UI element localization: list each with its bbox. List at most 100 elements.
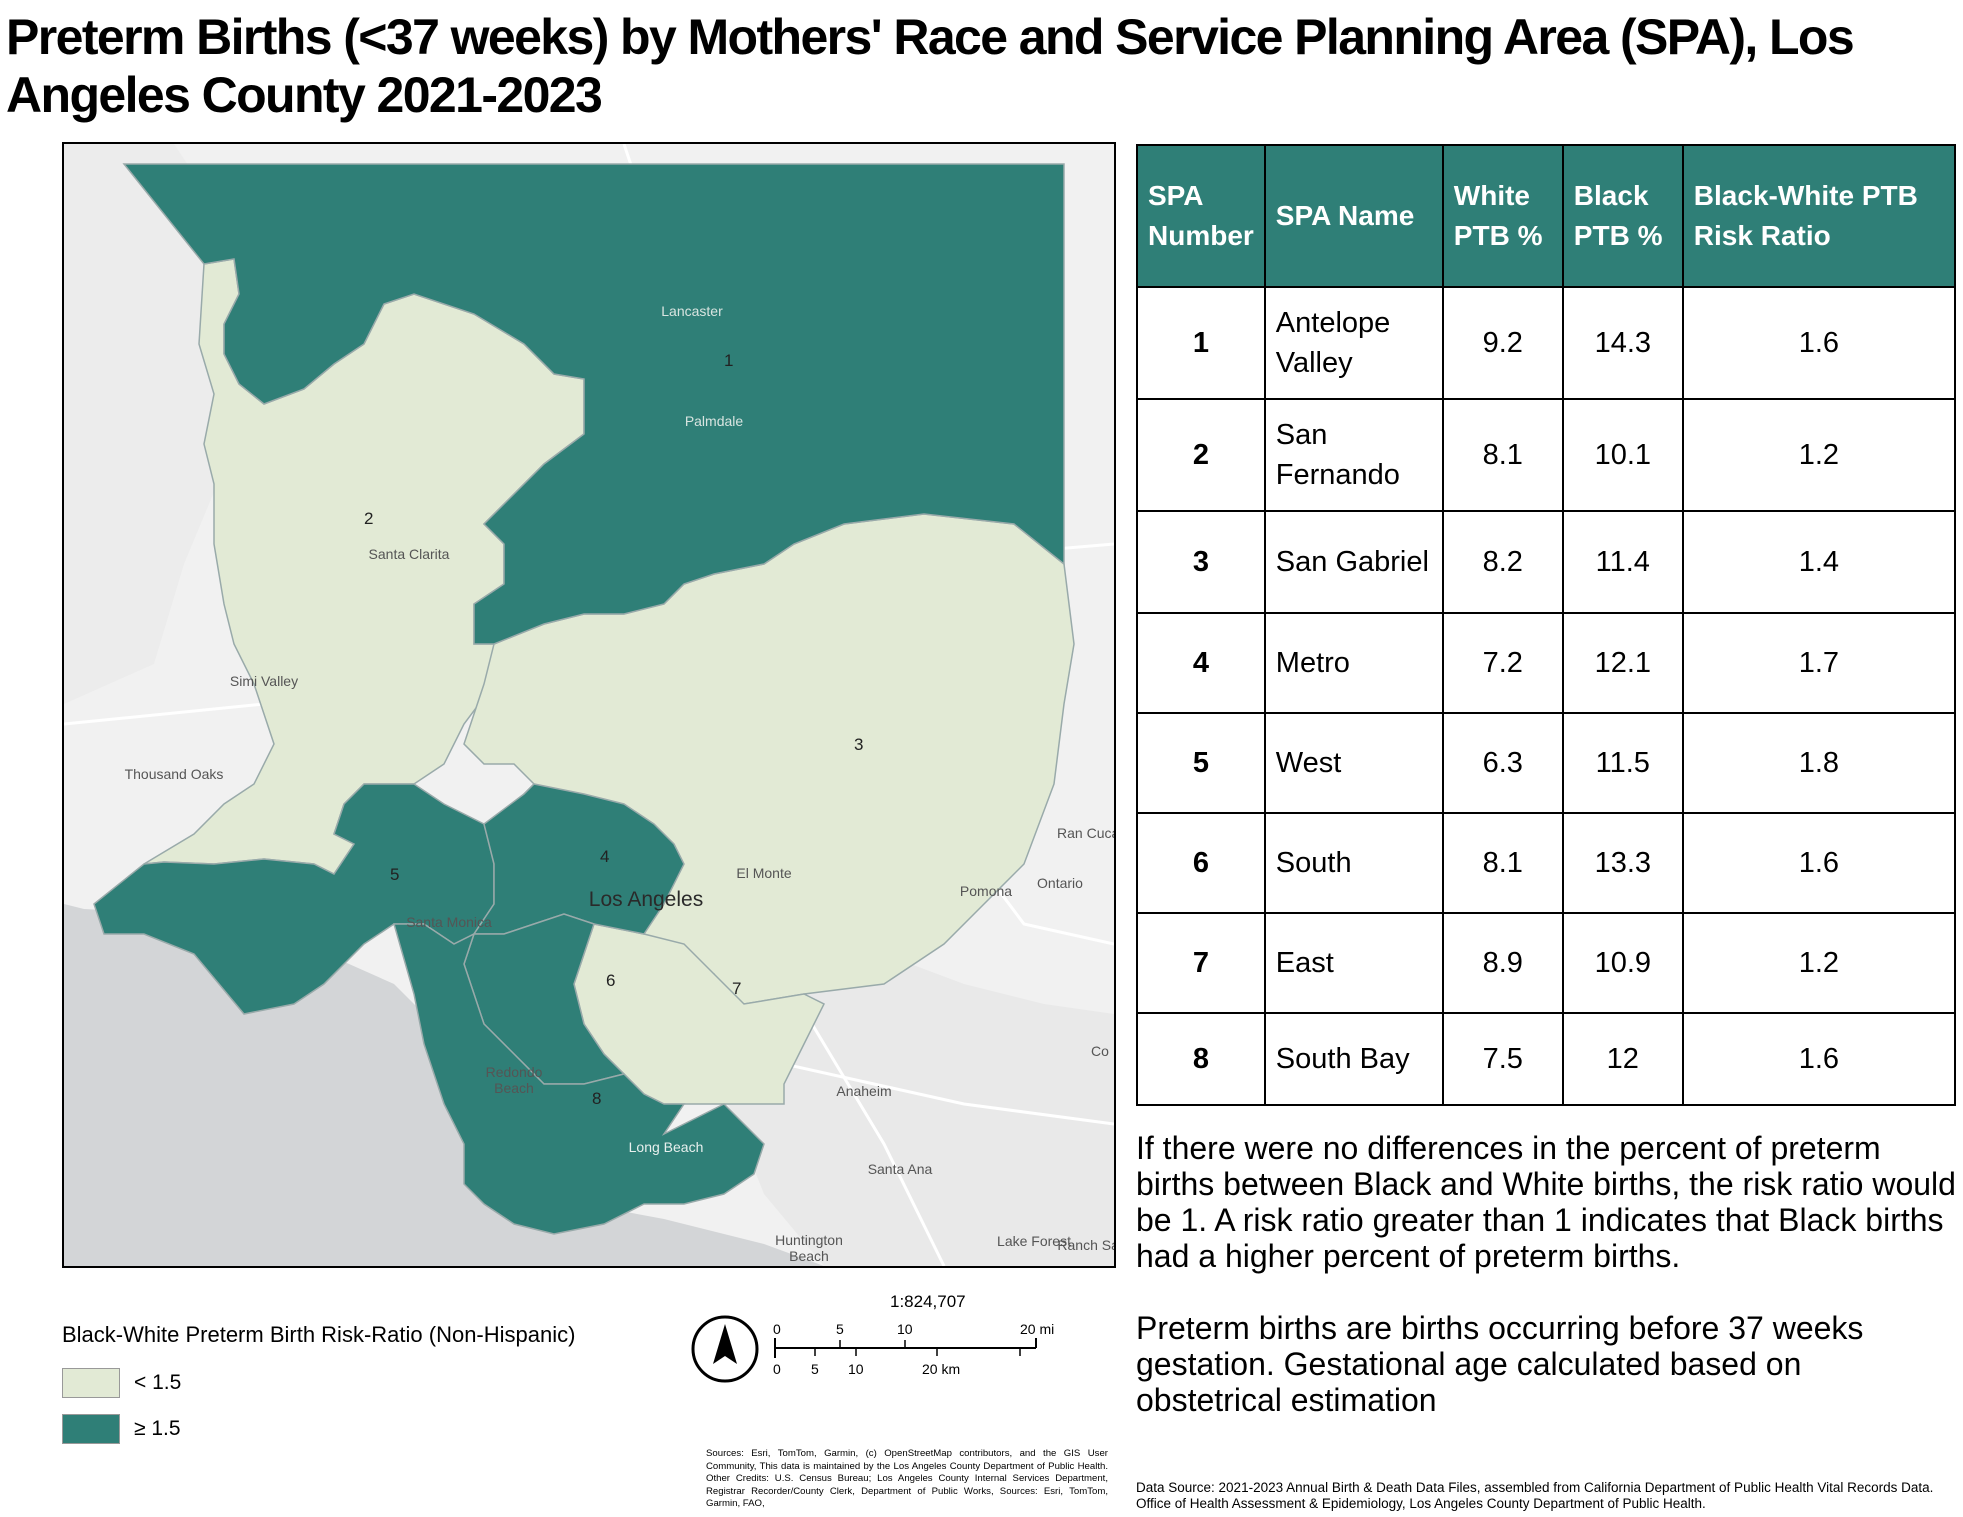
basemap-urban [724,954,1114,1266]
place-el-monte: El Monte [736,865,791,881]
legend-swatch-below [62,1368,120,1398]
legend-item-above: ≥ 1.5 [62,1406,702,1452]
legend-label-below: < 1.5 [134,1371,182,1394]
cell-risk-ratio: 1.2 [1681,398,1957,512]
cell-black-ptb: 12.1 [1561,612,1684,714]
cell-spa-name: East [1263,912,1444,1014]
cell-spa-number: 5 [1136,712,1266,814]
cell-black-ptb: 13.3 [1561,812,1684,914]
legend-title: Black-White Preterm Birth Risk-Ratio (No… [62,1322,576,1347]
scale-km-20: 20 km [922,1361,960,1377]
spa-map[interactable]: 1 2 3 4 5 6 7 8 Lancaster Palmdale Simi … [62,142,1116,1268]
header-risk-ratio: Black-White PTB Risk Ratio [1681,144,1957,288]
place-huntington-beach: Huntington Beach [775,1232,843,1264]
cell-white-ptb: 7.2 [1441,612,1564,714]
place-long-beach: Long Beach [629,1139,704,1155]
spa-label-3: 3 [854,735,863,754]
map-canvas: 1 2 3 4 5 6 7 8 Lancaster Palmdale Simi … [64,144,1114,1266]
cell-risk-ratio: 1.6 [1681,812,1957,914]
note-risk-ratio: If there were no differences in the perc… [1136,1130,1956,1274]
cell-white-ptb: 8.2 [1441,510,1564,614]
header-black-ptb: Black PTB % [1561,144,1684,288]
cell-black-ptb: 14.3 [1561,286,1684,400]
page-title: Preterm Births (<37 weeks) by Mothers' R… [6,9,1855,123]
table-row: 4 Metro 7.2 12.1 1.7 [1136,612,1957,714]
cell-spa-number: 2 [1136,398,1266,512]
place-co: Co [1091,1043,1109,1059]
table-header-row: SPA Number SPA Name White PTB % Black PT… [1136,144,1957,288]
place-pomona: Pomona [960,883,1012,899]
cell-spa-number: 8 [1136,1012,1266,1106]
place-lancaster: Lancaster [661,303,723,319]
cell-white-ptb: 6.3 [1441,712,1564,814]
cell-spa-name: Antelope Valley [1263,286,1444,400]
cell-spa-number: 6 [1136,812,1266,914]
basemap-terrain [64,144,234,704]
spa-label-6: 6 [606,971,615,990]
map-sources: Sources: Esri, TomTom, Garmin, (c) OpenS… [706,1448,1108,1509]
scale-mi-0: 0 [773,1321,781,1337]
cell-risk-ratio: 1.2 [1681,912,1957,1014]
place-wrapped-labels: Santa Clarita Thousand Oaks Santa Monica… [124,546,843,1264]
cell-black-ptb: 10.1 [1561,398,1684,512]
map-legend: Black-White Preterm Birth Risk-Ratio (No… [62,1322,702,1452]
cell-risk-ratio: 1.8 [1681,712,1957,814]
cell-spa-name: South Bay [1263,1012,1444,1106]
scale-mi-5: 5 [836,1321,844,1337]
table-row: 3 San Gabriel 8.2 11.4 1.4 [1136,510,1957,614]
cell-spa-number: 3 [1136,510,1266,614]
place-ontario: Ontario [1037,875,1083,891]
place-ranch-sant: Ranch Sant [1057,1237,1114,1253]
cell-spa-name: San Fernando [1263,398,1444,512]
cell-spa-name: San Gabriel [1263,510,1444,614]
spa-label-2: 2 [364,509,373,528]
cell-risk-ratio: 1.6 [1681,1012,1957,1106]
data-source: Data Source: 2021-2023 Annual Birth & De… [1136,1480,1934,1511]
cell-spa-number: 4 [1136,612,1266,714]
spa-table: SPA Number SPA Name White PTB % Black PT… [1136,144,1957,1106]
legend-swatch-above [62,1414,120,1444]
scale-km-10: 10 [848,1361,864,1377]
spa-8-region[interactable] [393,923,765,1235]
scale-ratio: 1:824,707 [890,1292,966,1311]
legend-label-above: ≥ 1.5 [134,1417,181,1440]
spa-1-region[interactable] [122,163,1065,645]
place-ran-cucam: Ran Cucam [1057,825,1114,841]
place-santa-ana: Santa Ana [868,1161,933,1177]
place-redondo-beach: Redondo Beach [485,1064,543,1096]
place-thousand-oaks: Thousand Oaks [124,766,224,782]
place-santa-monica: Santa Monica [406,914,492,930]
cell-spa-number: 7 [1136,912,1266,1014]
spa-label-5: 5 [390,865,399,884]
scale-km-5: 5 [811,1361,819,1377]
scale-mi-20: 20 mi [1020,1321,1054,1337]
cell-black-ptb: 11.4 [1561,510,1684,614]
cell-white-ptb: 8.1 [1441,398,1564,512]
cell-risk-ratio: 1.6 [1681,286,1957,400]
spa-label-4: 4 [600,847,609,866]
place-los-angeles: Los Angeles [589,888,703,911]
scale-mi-10: 10 [897,1321,913,1337]
place-lake-forest: Lake Forest [997,1233,1071,1249]
spa-4-region[interactable] [472,783,685,935]
cell-risk-ratio: 1.4 [1681,510,1957,614]
cell-risk-ratio: 1.7 [1681,612,1957,714]
cell-white-ptb: 8.9 [1441,912,1564,1014]
explanatory-notes: If there were no differences in the perc… [1136,1130,1956,1454]
place-anaheim: Anaheim [836,1083,891,1099]
cell-black-ptb: 10.9 [1561,912,1684,1014]
scale-bar: 0 5 10 20 mi 0 5 10 20 km [773,1321,1054,1377]
table-row: 1 Antelope Valley 9.2 14.3 1.6 [1136,286,1957,400]
cell-black-ptb: 11.5 [1561,712,1684,814]
table-row: 6 South 8.1 13.3 1.6 [1136,812,1957,914]
scale-bar-block: 1:824,707 0 5 10 20 mi 0 5 10 20 km [690,1288,1090,1398]
spa-label-7: 7 [732,979,741,998]
header-spa-number: SPA Number [1136,144,1266,288]
spa-label-8: 8 [592,1089,601,1108]
place-palmdale: Palmdale [685,413,744,429]
cell-spa-name: Metro [1263,612,1444,714]
header-spa-name: SPA Name [1263,144,1444,288]
cell-spa-name: West [1263,712,1444,814]
note-preterm-definition: Preterm births are births occurring befo… [1136,1310,1864,1418]
scale-km-0: 0 [773,1361,781,1377]
